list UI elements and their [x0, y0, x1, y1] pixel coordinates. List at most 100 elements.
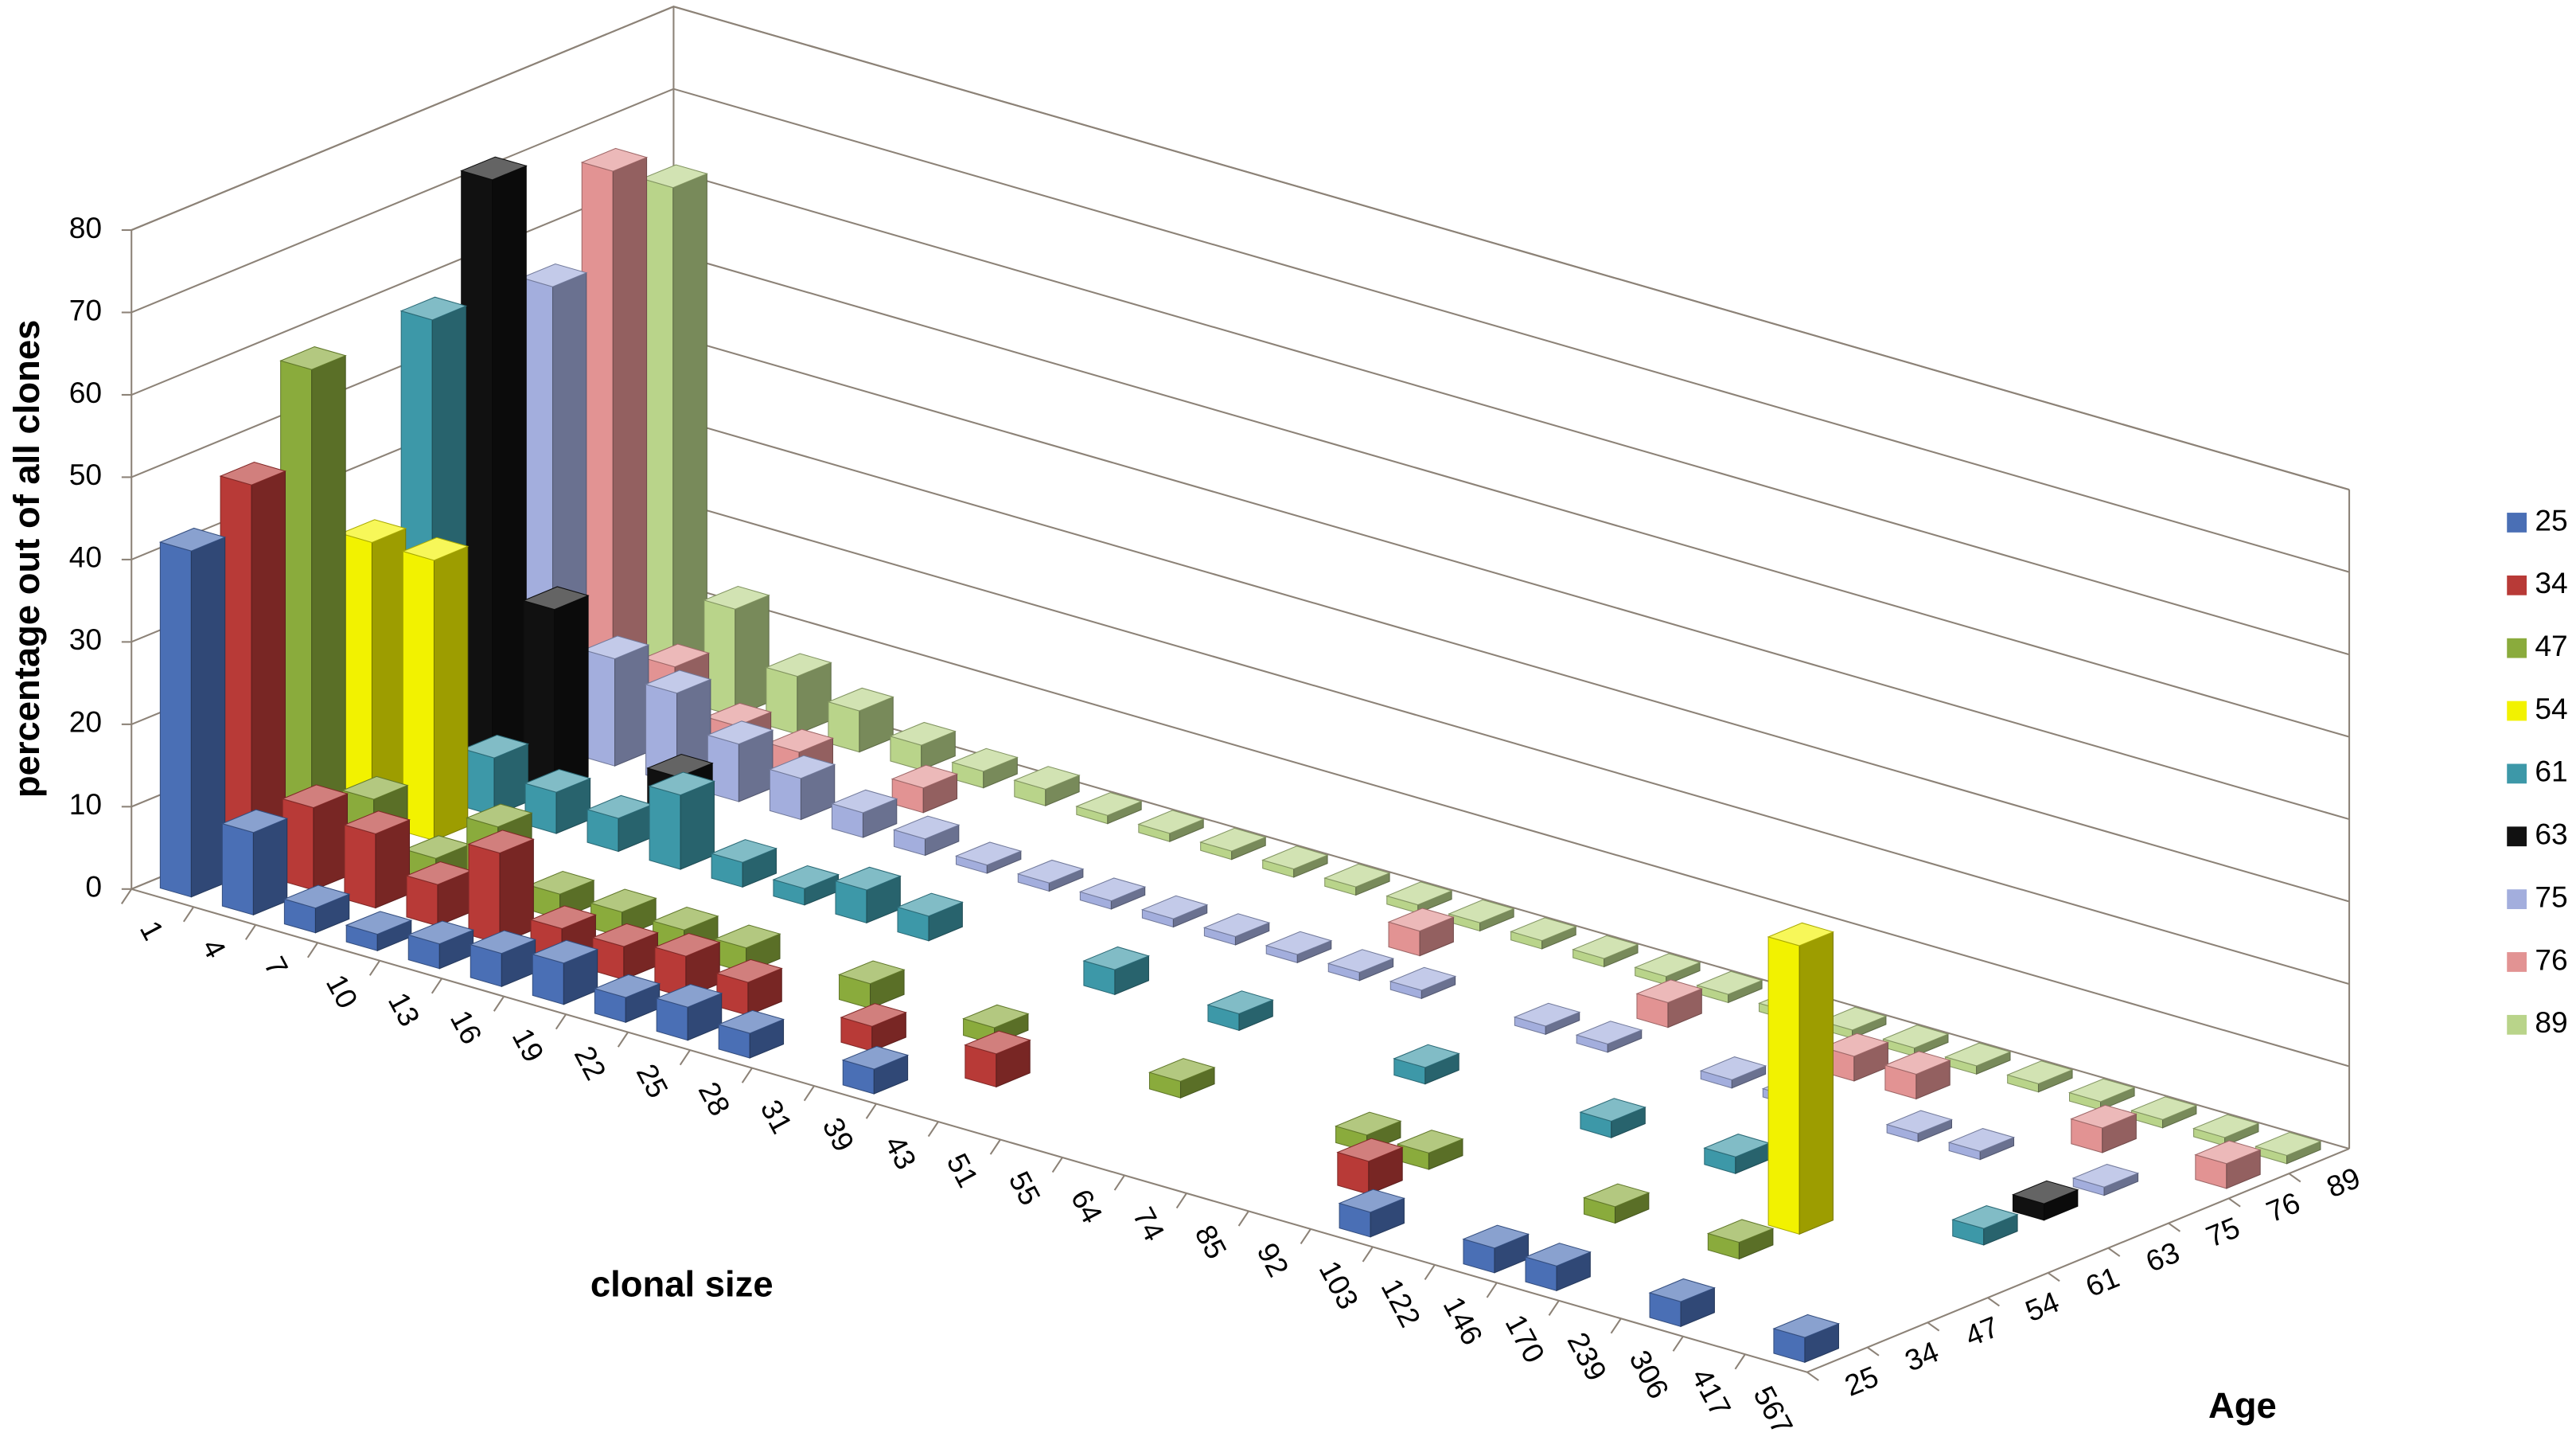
bar-top	[892, 815, 961, 840]
bar-top	[1944, 1042, 2012, 1067]
x-tick-label: 10	[320, 969, 364, 1013]
bar-side	[672, 173, 707, 700]
bar	[896, 892, 964, 942]
bar	[2067, 1078, 2136, 1111]
z-tick-label: 25	[1840, 1359, 1883, 1402]
bar	[1261, 845, 1329, 878]
bar-top	[399, 296, 468, 321]
bar	[524, 768, 592, 834]
bar	[1524, 1243, 1592, 1292]
bar-side	[252, 818, 288, 915]
bar-front	[221, 822, 254, 915]
bar	[890, 764, 959, 814]
z-tick-label: 61	[2081, 1260, 2124, 1303]
bar	[460, 156, 528, 774]
bar-top	[1822, 1032, 1889, 1057]
x-axis-title: clonal size	[590, 1263, 774, 1304]
bar-top	[1202, 913, 1271, 938]
x-tick	[1672, 1336, 1684, 1352]
bar-top	[401, 537, 470, 561]
bar	[1575, 1021, 1643, 1053]
x-tick-label: 51	[941, 1148, 985, 1193]
z-axis-title: Age	[2208, 1385, 2277, 1426]
bar-top	[840, 1003, 907, 1027]
bar-top	[1575, 1021, 1643, 1045]
x-tick	[679, 1049, 691, 1066]
bar	[2011, 1180, 2079, 1221]
bar-top	[1265, 931, 1333, 955]
bar	[1202, 913, 1271, 946]
y-tick-label: 60	[69, 376, 102, 409]
bar-top	[1648, 1278, 1716, 1302]
legend-label: 63	[2535, 818, 2567, 851]
bar-top	[896, 892, 964, 917]
x-tick	[244, 924, 257, 940]
bar	[706, 720, 774, 802]
x-tick-label: 64	[1065, 1184, 1109, 1228]
bar-side	[614, 644, 649, 767]
x-tick	[1362, 1246, 1374, 1263]
bar	[765, 653, 832, 735]
x-tick-label: 122	[1375, 1273, 1428, 1332]
x-tick-label: 567	[1747, 1380, 1799, 1439]
bar-top	[1387, 908, 1455, 932]
bar	[1951, 1205, 2019, 1246]
bar	[1884, 1051, 1951, 1100]
bar	[703, 586, 770, 717]
z-tick-label: 54	[2021, 1285, 2064, 1328]
bar-top	[1137, 810, 1205, 834]
bar	[281, 784, 349, 891]
bar-top	[772, 865, 840, 889]
bar	[1579, 1098, 1647, 1138]
bar	[1148, 1058, 1216, 1099]
bar-top	[1462, 1224, 1530, 1249]
bar-top	[531, 939, 599, 964]
grid-line	[131, 88, 2350, 573]
bar	[715, 958, 783, 1017]
x-tick-label: 19	[506, 1023, 551, 1068]
bar-top	[1323, 863, 1391, 888]
bar-top	[466, 803, 533, 828]
x-tick	[741, 1068, 753, 1083]
y-tick-label: 0	[85, 870, 102, 904]
x-tick-label: 55	[1003, 1165, 1047, 1210]
bar-top	[343, 810, 411, 834]
y-tick-label: 20	[69, 705, 102, 739]
bar	[641, 164, 708, 700]
bar-top	[529, 905, 597, 930]
bar	[837, 960, 906, 1009]
legend-swatch	[2507, 952, 2527, 972]
bar-top	[890, 764, 959, 789]
x-tick-label: 170	[1499, 1309, 1552, 1368]
bar-top	[648, 771, 715, 796]
bar	[1510, 917, 1577, 950]
bar	[343, 810, 411, 909]
bar-top	[1261, 845, 1329, 870]
legend-label: 75	[2535, 880, 2567, 913]
z-tick-label: 34	[1900, 1334, 1943, 1377]
bar	[1767, 922, 1835, 1235]
bar-top	[1706, 1219, 1775, 1243]
bar-top	[1327, 949, 1395, 974]
bar-top	[703, 586, 770, 610]
bar-top	[1335, 1111, 1402, 1136]
bar-top	[1572, 935, 1639, 959]
legend-swatch	[2507, 638, 2527, 658]
x-tick-label: 25	[630, 1059, 675, 1103]
bar	[653, 932, 721, 998]
bar-top	[520, 263, 588, 287]
x-tick	[1734, 1353, 1746, 1370]
bar-top	[407, 920, 475, 945]
bar-top	[1016, 859, 1085, 884]
bar	[1882, 1025, 1950, 1057]
bar	[1696, 970, 1763, 1004]
bar-top	[469, 930, 537, 954]
bar-top	[1140, 895, 1209, 919]
bar-top	[1199, 827, 1267, 852]
x-tick-label: 16	[444, 1005, 489, 1049]
bar	[1389, 966, 1457, 1000]
bar-top	[962, 1004, 1030, 1029]
bar	[1013, 766, 1081, 806]
bar-top	[1524, 1243, 1592, 1267]
